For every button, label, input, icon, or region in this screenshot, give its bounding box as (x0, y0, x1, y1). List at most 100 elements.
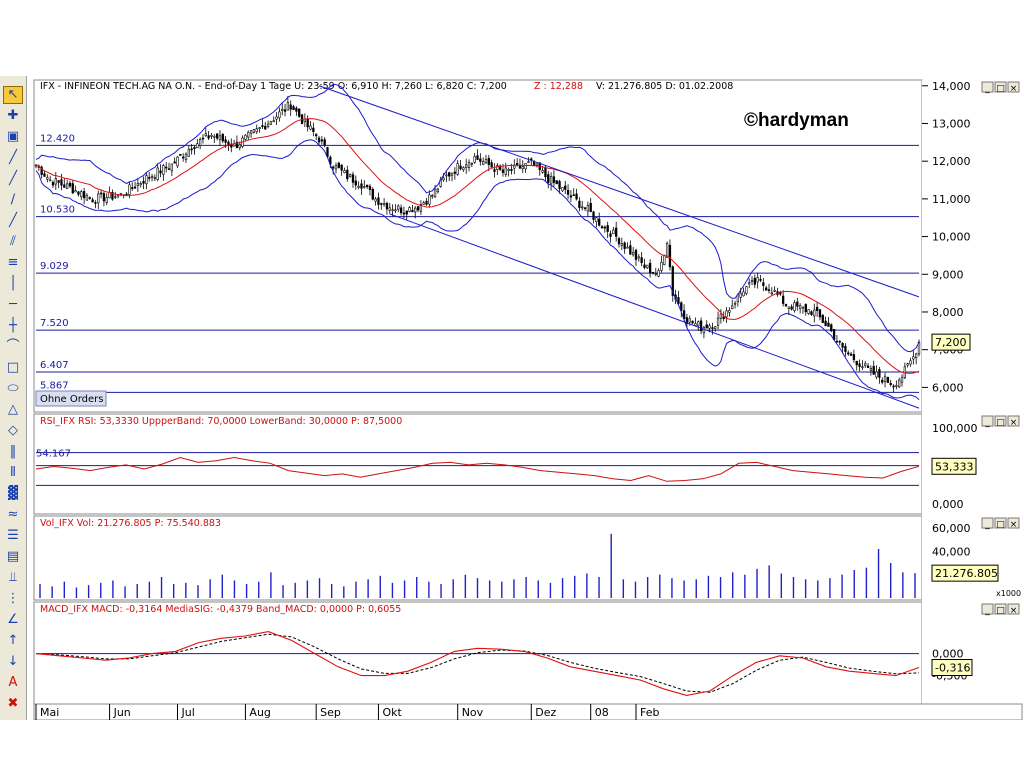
channel-line-icon[interactable]: ∕ (10, 192, 16, 207)
candle-body (196, 143, 199, 149)
pane-0-close-button[interactable] (1007, 81, 1020, 93)
trendline-icon[interactable]: ╱ (9, 150, 17, 165)
macd-signal-line[interactable] (35, 633, 920, 693)
bollinger-lower-band[interactable] (35, 139, 920, 401)
macd-tick-label: 0,000 (932, 648, 964, 661)
pane-3-maximize-button[interactable] (994, 603, 1007, 615)
pane-2-close-button[interactable] (1007, 517, 1020, 529)
candle-body (315, 134, 318, 137)
text-box-icon[interactable]: ▤ (6, 549, 20, 564)
candle-body (272, 120, 275, 123)
candle-body (218, 135, 222, 140)
parallel-lines-icon[interactable]: ⫽ (10, 234, 16, 249)
candle-body (54, 178, 57, 185)
candle-body (399, 207, 403, 214)
cross-line-icon[interactable]: ┼ (9, 318, 17, 333)
columns-icon[interactable]: ‖ (9, 444, 17, 459)
pane-1-close-button[interactable] (1007, 415, 1020, 427)
angle-icon[interactable]: ∠ (7, 612, 19, 627)
candle-body (281, 108, 284, 111)
candle-body (530, 158, 533, 161)
lower-trend-channel-line[interactable] (389, 213, 920, 409)
pane-3-close-icon: × (1010, 606, 1018, 616)
volume-pane[interactable] (33, 515, 923, 601)
pitchfork-icon[interactable]: ⫫ (9, 570, 17, 585)
candle-body (852, 354, 856, 361)
diamond-shape-icon[interactable]: ◇ (8, 423, 18, 438)
candle-body (77, 191, 80, 195)
pane-3-minimize-button[interactable] (981, 603, 994, 615)
red-trendline-icon[interactable]: ╱ (9, 213, 17, 228)
pane-1-maximize-button[interactable] (994, 415, 1007, 427)
pane-0-maximize-icon: □ (996, 84, 1005, 94)
fibonacci-fan-icon[interactable]: ≡ (7, 255, 19, 270)
candle-body (504, 167, 507, 175)
crosshair-icon[interactable]: ✚ (7, 108, 19, 123)
candle-body (99, 192, 103, 195)
candle-body (756, 277, 759, 283)
candle-body (337, 162, 340, 168)
arc-icon[interactable]: ⌒ (6, 339, 20, 354)
candle-body (145, 175, 148, 185)
pane-3-minimize-icon: _ (984, 606, 990, 616)
triangle-shape-icon[interactable]: △ (8, 402, 18, 417)
candle-body (731, 305, 734, 310)
pane-2-minimize-icon: _ (984, 520, 990, 530)
ray-line-icon[interactable]: ╱ (9, 171, 17, 186)
candle-body (496, 165, 499, 171)
candle-body (595, 217, 598, 223)
candle-body (408, 207, 411, 212)
arrow-up-icon[interactable]: ↑ (7, 633, 19, 648)
ellipse-shape-icon[interactable]: ⬭ (7, 381, 19, 396)
list-lines-icon[interactable]: ☰ (7, 528, 19, 543)
candle-body (507, 168, 510, 171)
candle-body (363, 186, 366, 188)
pane-2-close-icon: × (1010, 520, 1018, 530)
cursor-arrow-icon[interactable]: ↖ (3, 86, 23, 104)
macd-line[interactable] (35, 631, 920, 696)
delete-trash-icon[interactable]: ✖ (7, 696, 19, 711)
rsi-level-label: 54.167 (36, 449, 71, 460)
wave-icon[interactable]: ≈ (7, 507, 19, 522)
upper-trend-channel-line[interactable] (318, 85, 920, 298)
pane-2-minimize-button[interactable] (981, 517, 994, 529)
candle-body (235, 141, 239, 148)
candle-body (824, 320, 827, 326)
rectangle-frame-icon[interactable]: ▣ (6, 129, 20, 144)
candle-pattern-icon[interactable]: ▓ (8, 486, 18, 501)
text-annotation-icon[interactable]: A (8, 675, 18, 690)
pane-0-maximize-button[interactable] (994, 81, 1007, 93)
candle-body (167, 168, 171, 170)
candle-body (40, 166, 43, 175)
rsi-line[interactable] (35, 456, 920, 482)
arrow-down-icon[interactable]: ↓ (7, 654, 19, 669)
rsi-tick-label: 100,000 (932, 422, 978, 435)
grid-columns-icon[interactable]: ⫴ (10, 465, 16, 480)
pane-2-maximize-button[interactable] (994, 517, 1007, 529)
candle-body (340, 164, 343, 171)
candle-body (380, 203, 383, 205)
candle-body (606, 225, 609, 232)
pane-0-minimize-button[interactable] (981, 81, 994, 93)
vertical-line-icon[interactable]: │ (9, 276, 17, 291)
candle-body (136, 183, 140, 186)
candle-body (213, 135, 216, 138)
square-shape-icon[interactable]: □ (6, 360, 20, 375)
candle-body (617, 238, 621, 245)
horizontal-line-icon[interactable]: ─ (9, 297, 17, 312)
candle-body (589, 202, 592, 213)
candle-body (94, 202, 97, 204)
candle-body (261, 125, 264, 127)
pane-3-close-button[interactable] (1007, 603, 1020, 615)
price-tick-label: 8,000 (932, 306, 964, 319)
fib-retracement-icon[interactable]: ⋮ (6, 591, 20, 606)
candle-body (552, 176, 556, 183)
pane-1-minimize-button[interactable] (981, 415, 994, 427)
candle-body (900, 377, 904, 383)
level-label: 9.029 (40, 261, 69, 272)
candle-body (368, 185, 372, 190)
bollinger-upper-band[interactable] (35, 83, 920, 353)
moving-average-line[interactable] (35, 118, 920, 374)
candle-body (881, 379, 884, 383)
orders-toggle-button[interactable] (35, 390, 107, 407)
